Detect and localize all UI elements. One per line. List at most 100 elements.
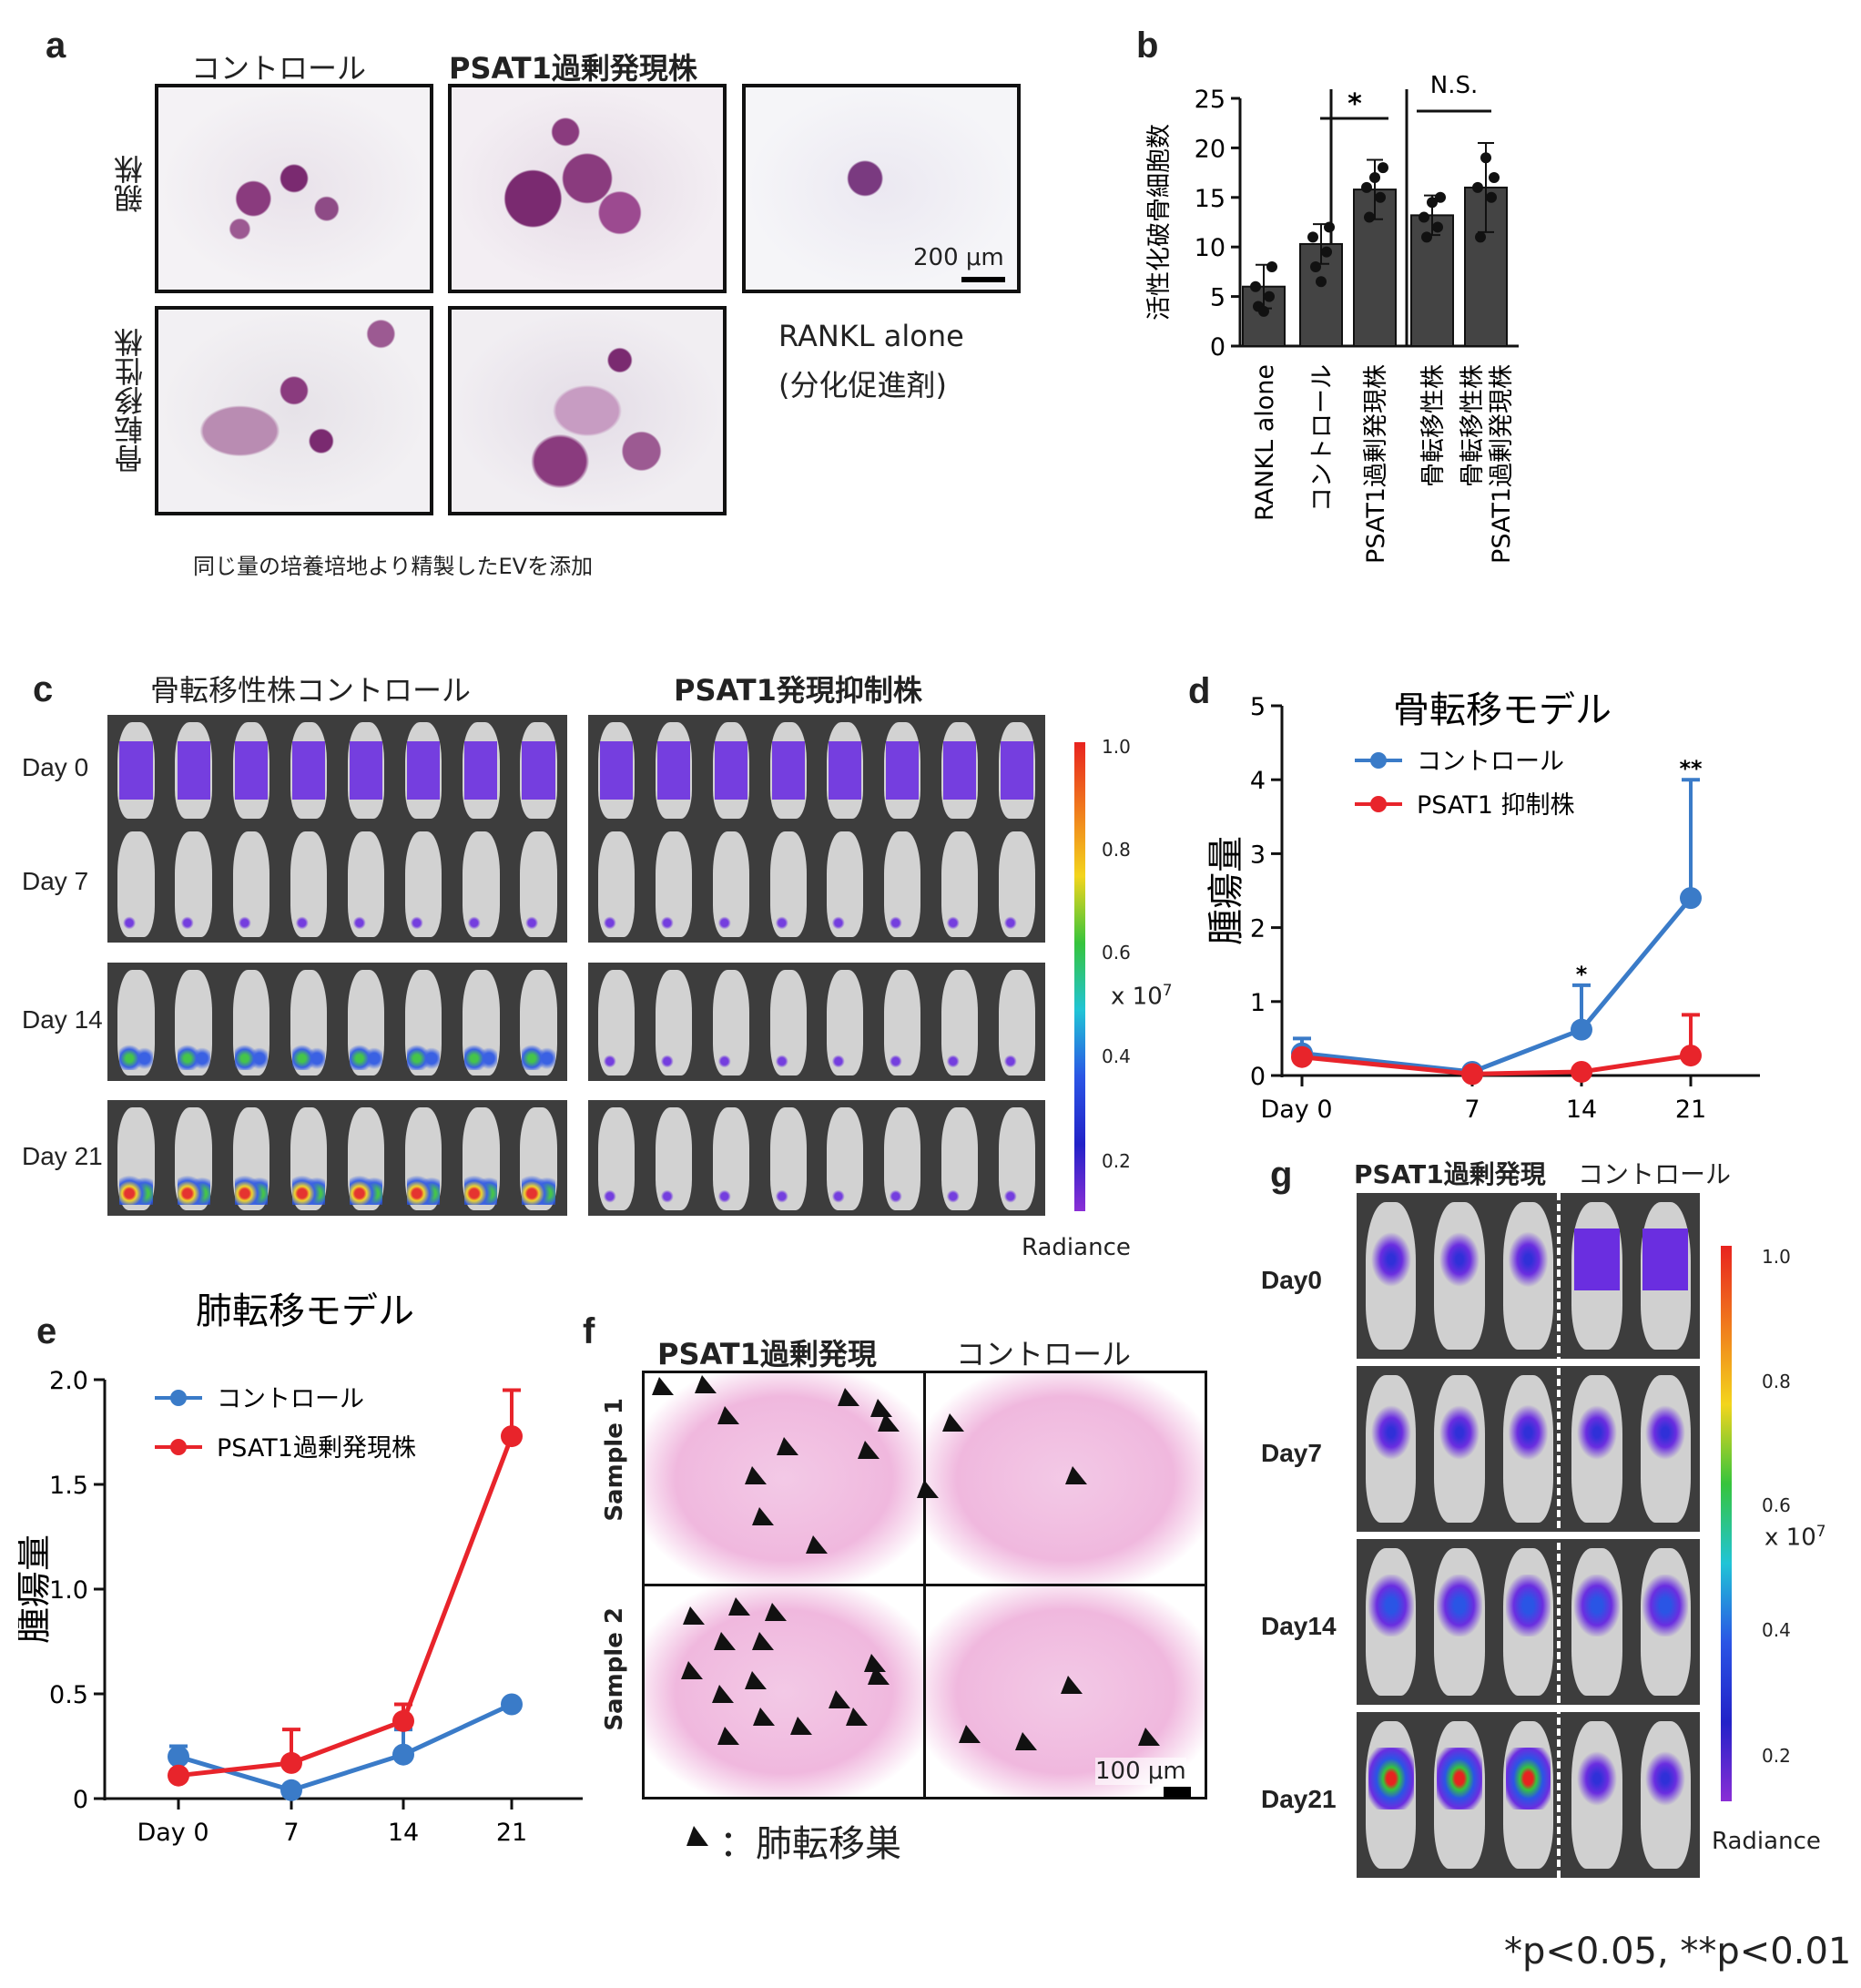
- luminescence-signal: [886, 1012, 920, 1071]
- luminescence-signal: [714, 873, 747, 933]
- x-tick-label: Day 0: [1260, 1096, 1332, 1124]
- mouse-silhouette: [712, 1107, 749, 1210]
- mouse-silhouette: [1434, 1721, 1485, 1869]
- mouse-silhouette: [769, 970, 807, 1076]
- b-data-point: [1264, 291, 1275, 302]
- mouse-silhouette: [117, 831, 155, 937]
- luminescence-signal: [829, 741, 862, 800]
- mouse-silhouette: [290, 1107, 328, 1210]
- luminescence-signal: [177, 1148, 210, 1206]
- b-data-point: [1419, 211, 1429, 223]
- b-y-tick-label: 5: [1210, 284, 1225, 312]
- mouse-silhouette: [1640, 1721, 1691, 1869]
- panel-a-caption: 同じ量の培養培地より精製したEVを添加: [193, 554, 594, 579]
- y-tick-label: 0: [73, 1786, 88, 1814]
- b-x-tick-label: PSAT1過剰発現株: [1362, 364, 1390, 564]
- panel-f-col-psat1: PSAT1過剰発現: [657, 1337, 877, 1371]
- luminescence-signal: [177, 1012, 210, 1071]
- metastasis-arrowhead: [712, 1685, 734, 1703]
- colorbar-c-tick: 0.2: [1102, 1150, 1131, 1172]
- mouse-silhouette: [884, 831, 921, 937]
- mouse-silhouette: [1434, 1548, 1485, 1696]
- luminescence-signal: [1000, 1148, 1033, 1206]
- luminescence-signal: [886, 1148, 920, 1206]
- mouse-silhouette: [232, 1107, 269, 1210]
- x-tick-label: 7: [283, 1819, 299, 1847]
- b-data-point: [1316, 276, 1327, 288]
- luminescence-signal: [657, 873, 691, 933]
- data-point: [1461, 1063, 1483, 1086]
- luminescence-signal: [1437, 1228, 1482, 1291]
- panel-c-day-label: Day 0: [22, 753, 89, 781]
- luminescence-signal: [234, 741, 268, 800]
- imaging-g-row: [1357, 1193, 1700, 1359]
- data-point: [501, 1425, 523, 1448]
- imaging-control-row: [107, 1100, 567, 1216]
- legend-marker: [170, 1390, 187, 1406]
- data-point: [280, 1779, 302, 1801]
- panel-c-day-label: Day 7: [22, 867, 89, 895]
- metastasis-arrowhead: [683, 1606, 705, 1625]
- b-data-point: [1489, 172, 1500, 184]
- colorbar-g-tick: 0.4: [1762, 1619, 1791, 1641]
- data-point: [392, 1743, 414, 1766]
- series-line: [178, 1435, 514, 1779]
- chart-title: 骨転移モデル: [1393, 689, 1612, 731]
- mouse-silhouette: [884, 970, 921, 1076]
- metastasis-arrowhead: [829, 1690, 850, 1708]
- colorbar-g: [1721, 1246, 1732, 1801]
- luminescence-signal: [1000, 873, 1033, 933]
- mouse-silhouette: [598, 831, 636, 937]
- mouse-silhouette: [1366, 1375, 1417, 1523]
- x-tick-label: 21: [496, 1819, 527, 1847]
- luminescence-signal: [464, 741, 498, 800]
- legend-label: コントロール: [1417, 748, 1564, 776]
- x-tick-label: 21: [1675, 1096, 1706, 1124]
- mouse-silhouette: [232, 970, 269, 1076]
- y-tick-label: 5: [1250, 693, 1266, 721]
- legend-label: PSAT1過剰発現株: [217, 1434, 416, 1463]
- mouse-silhouette: [998, 831, 1035, 937]
- colorbar-c: [1074, 742, 1085, 1211]
- panel-c-day-label: Day 14: [22, 1005, 103, 1034]
- imaging-knockdown-row: [588, 824, 1045, 943]
- luminescence-signal: [177, 741, 210, 800]
- mouse-silhouette: [941, 722, 978, 819]
- metastasis-arrowhead: [714, 1632, 736, 1650]
- y-tick-label: 1: [1250, 989, 1266, 1017]
- luminescence-signal: [1437, 1402, 1482, 1464]
- mouse-silhouette: [1434, 1375, 1485, 1523]
- metastasis-arrowhead: [858, 1441, 880, 1459]
- panel-c-col-knockdown: PSAT1発現抑制株: [674, 673, 922, 708]
- mouse-silhouette: [1502, 1721, 1554, 1869]
- imaging-knockdown-row: [588, 715, 1045, 824]
- metastasis-arrowhead: [1138, 1728, 1160, 1746]
- legend-marker: [1370, 796, 1387, 812]
- luminescence-signal: [407, 873, 441, 933]
- panel-a-col-psat1: PSAT1過剰発現株: [449, 51, 697, 86]
- luminescence-signal: [657, 741, 691, 800]
- imaging-control-row: [107, 824, 567, 943]
- legend-label: コントロール: [217, 1385, 364, 1413]
- metastasis-arrowhead: [806, 1535, 828, 1554]
- mouse-silhouette: [769, 722, 807, 819]
- mouse-silhouette: [404, 1107, 442, 1210]
- legend-label: PSAT1 抑制株: [1417, 791, 1575, 820]
- y-axis-title: 腫瘍量: [1205, 836, 1247, 945]
- luminescence-signal: [349, 1012, 383, 1071]
- panel-f-col-control: コントロール: [956, 1337, 1132, 1371]
- panel-a-col-control: コントロール: [191, 51, 367, 86]
- panel-g-col-psat1: PSAT1過剰発現: [1354, 1159, 1546, 1189]
- imaging-knockdown-row: [588, 963, 1045, 1081]
- mouse-silhouette: [1366, 1548, 1417, 1696]
- luminescence-signal: [522, 873, 555, 933]
- b-data-point: [1361, 181, 1372, 193]
- b-data-point: [1258, 305, 1269, 317]
- data-point: [1571, 1060, 1592, 1083]
- panel-label-g: g: [1270, 1155, 1293, 1195]
- panel-label-f: f: [583, 1311, 595, 1351]
- mouse-silhouette: [712, 831, 749, 937]
- significance-footnote: *p<0.05, **p<0.01: [1504, 1931, 1852, 1973]
- scale-bar-100um: [1164, 1787, 1191, 1798]
